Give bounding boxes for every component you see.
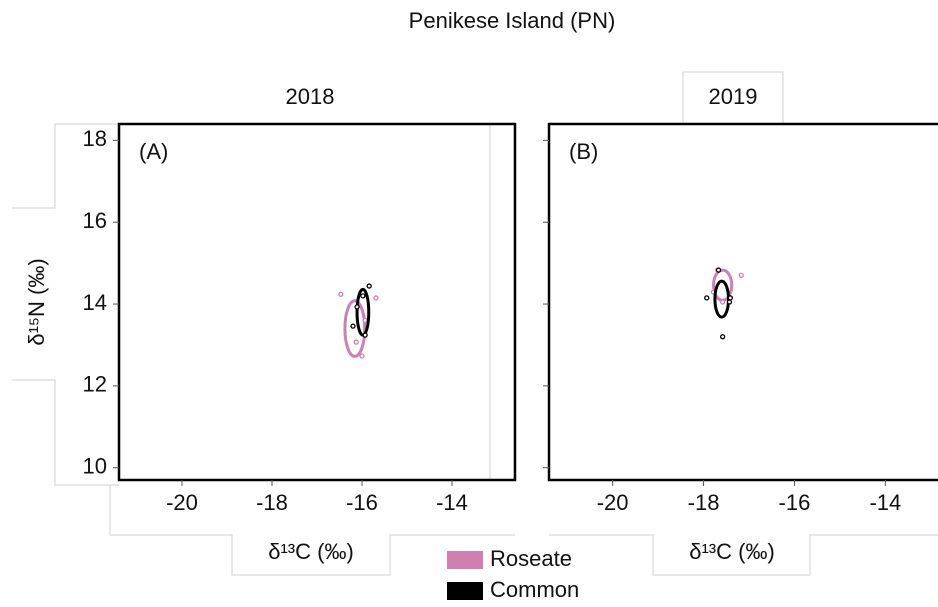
panel-title: 2018 — [286, 84, 335, 109]
x-tick-label: -20 — [166, 490, 198, 515]
point — [360, 293, 366, 299]
x-tick-label: -18 — [688, 490, 720, 515]
y-tick-label: 10 — [83, 454, 107, 479]
point — [338, 291, 344, 297]
point — [350, 323, 356, 329]
point — [366, 283, 372, 289]
point — [362, 332, 368, 338]
x-tick-label: -16 — [779, 490, 811, 515]
frame — [12, 123, 119, 209]
point — [704, 295, 710, 301]
x-tick-label: -14 — [869, 490, 901, 515]
legend-swatch — [447, 582, 483, 600]
point — [354, 304, 360, 310]
panel-label: (B) — [569, 139, 598, 164]
point — [726, 299, 733, 305]
frame — [109, 485, 515, 576]
point — [727, 295, 734, 301]
y-tick-label: 12 — [83, 372, 107, 397]
legend-swatch — [447, 551, 483, 569]
frame — [12, 379, 119, 486]
figure-title: Penikese Island (PN) — [409, 8, 616, 33]
x-axis-label: δ¹³C (‰) — [268, 539, 354, 564]
point — [738, 272, 744, 279]
plot-frame — [117, 122, 517, 482]
point — [715, 267, 722, 273]
point — [362, 317, 368, 324]
point — [359, 353, 365, 359]
y-tick-label: 16 — [83, 208, 107, 233]
x-tick-label: -18 — [256, 490, 288, 515]
ellipse — [343, 299, 367, 358]
frame — [489, 123, 515, 481]
point — [719, 334, 726, 340]
x-tick-label: -20 — [597, 490, 629, 515]
frame — [549, 534, 938, 576]
x-tick-label: -16 — [346, 490, 378, 515]
y-tick-label: 18 — [83, 126, 107, 151]
point — [719, 299, 726, 305]
x-tick-label: -14 — [436, 490, 468, 515]
point — [353, 339, 359, 345]
y-tick-label: 14 — [83, 290, 107, 315]
x-axis-label: δ¹³C (‰) — [689, 539, 775, 564]
y-axis-label: δ¹⁵N (‰) — [24, 258, 49, 345]
plot-frame — [547, 122, 938, 482]
panel-title: 2019 — [709, 84, 758, 109]
legend-label: Common — [490, 577, 579, 602]
point — [373, 295, 379, 301]
legend-label: Roseate — [490, 546, 572, 571]
panel-label: (A) — [139, 139, 168, 164]
